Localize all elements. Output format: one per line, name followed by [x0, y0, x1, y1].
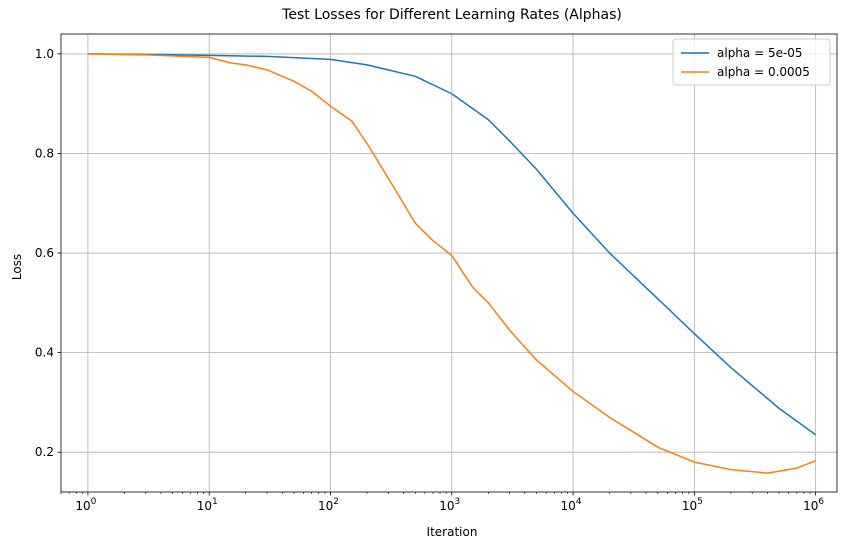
- chart-title: Test Losses for Different Learning Rates…: [281, 7, 622, 23]
- y-tick-label: 0.8: [35, 146, 54, 160]
- x-axis-label: Iteration: [427, 525, 478, 539]
- y-axis-label: Loss: [10, 254, 24, 280]
- series-lines: [87, 53, 817, 474]
- x-tick-label: 103: [439, 497, 460, 513]
- axes-frame: [60, 33, 838, 493]
- legend-label-1: alpha = 5e-05: [717, 46, 803, 60]
- x-tick-label: 102: [318, 497, 339, 513]
- legend: alpha = 5e-05 alpha = 0.0005: [672, 38, 831, 86]
- x-tick-label: 100: [75, 497, 96, 513]
- ticks: 100 101 102 103 104 105 106 0.2 0.4 0.6 0.8 1.0: [35, 47, 825, 513]
- y-tick-label: 0.4: [35, 346, 54, 360]
- x-tick-label: 106: [803, 497, 824, 513]
- x-tick-label: 104: [561, 497, 582, 513]
- x-tick-label: 101: [197, 497, 218, 513]
- y-tick-label: 0.6: [35, 246, 54, 260]
- y-tick-label: 1.0: [35, 47, 54, 61]
- y-tick-label: 0.2: [35, 445, 54, 459]
- series-line-2: [87, 53, 816, 474]
- series-line-1: [87, 53, 817, 436]
- legend-label-2: alpha = 0.0005: [717, 65, 810, 79]
- legend-box: [672, 38, 831, 86]
- grid: [61, 34, 837, 492]
- x-tick-label: 105: [682, 497, 703, 513]
